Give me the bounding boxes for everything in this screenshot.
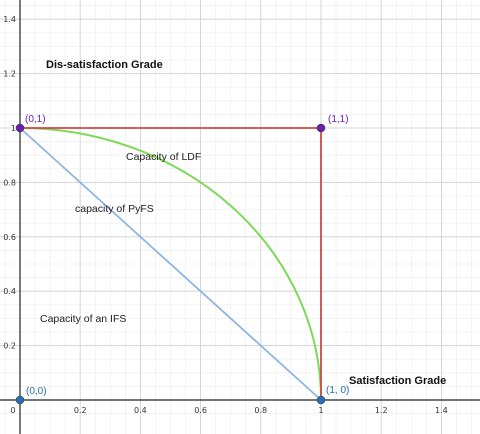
region-label-ldf: Capacity of LDF — [126, 151, 201, 163]
x-tick-label: 0.4 — [134, 406, 147, 415]
corner-point-label: (0,1) — [25, 114, 46, 125]
capacity-curves — [19, 127, 322, 401]
y-tick-label: 0.6 — [3, 233, 16, 242]
corner-point-label: (1,1) — [328, 114, 349, 125]
x-tick-label: 0.8 — [254, 406, 267, 415]
y-tick-label: 0.4 — [3, 287, 16, 296]
corner-points: (0,0) (1, 0) (0,1) (1,1) — [15, 114, 349, 405]
x-tick-label: 1.4 — [435, 406, 448, 415]
y-tick-label: 0.2 — [3, 342, 16, 351]
region-label-ifs: Capacity of an IFS — [40, 313, 126, 325]
corner-point-marker — [316, 123, 326, 133]
corner-point-marker — [15, 123, 25, 133]
ifs-boundary-line — [19, 127, 322, 401]
y-tick-label: 1 — [11, 124, 16, 133]
x-tick-label: 1 — [318, 406, 323, 415]
x-tick-label: 0.6 — [194, 406, 207, 415]
tick-labels: 0 0.2 0.4 0.6 0.8 1 1.2 1.4 0.2 0.4 0.6 0.8 1 1.2 1.4 — [3, 15, 448, 415]
x-tick-label: 0 — [10, 406, 15, 415]
y-tick-label: 1.2 — [3, 70, 16, 79]
x-axis-title: Satisfaction Grade — [349, 375, 446, 387]
corner-point-label: (0,0) — [26, 386, 47, 397]
corner-point-marker — [15, 395, 25, 405]
x-tick-label: 1.2 — [375, 406, 388, 415]
y-tick-label: 0.8 — [3, 178, 16, 187]
corner-point-marker — [316, 395, 326, 405]
x-tick-label: 0.2 — [74, 406, 87, 415]
y-tick-label: 1.4 — [3, 15, 16, 24]
region-label-pyfs: capacity of PyFS — [75, 203, 154, 215]
corner-point-label: (1, 0) — [326, 385, 349, 396]
y-axis-title: Dis-satisfaction Grade — [46, 59, 163, 71]
pyfs-boundary-arc — [19, 127, 322, 401]
